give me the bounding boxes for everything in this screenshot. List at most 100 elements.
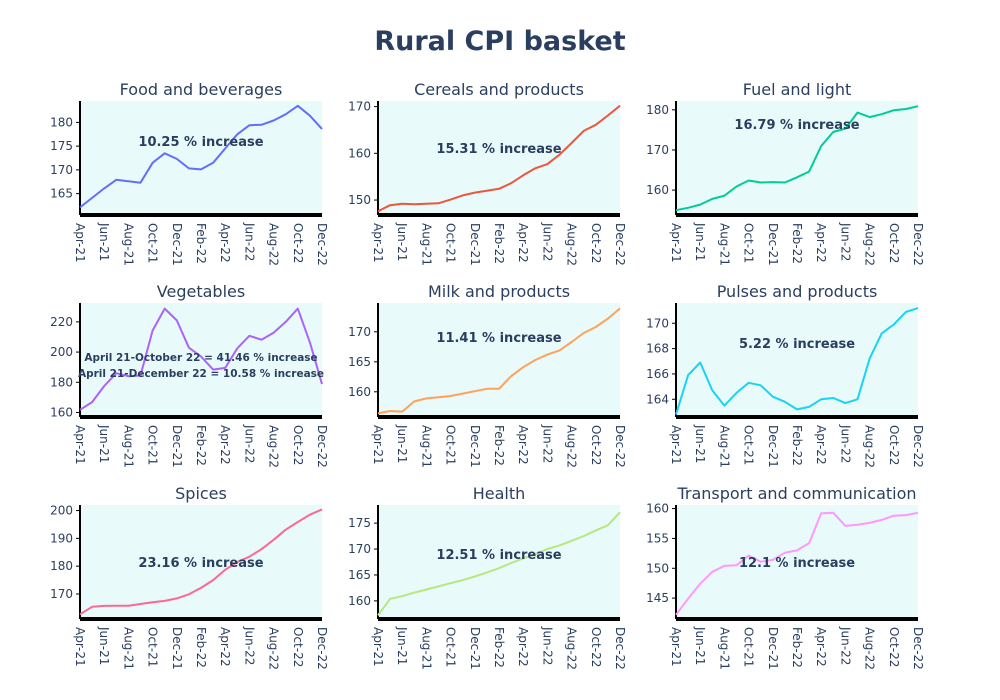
data-point xyxy=(176,158,178,160)
data-point xyxy=(377,614,379,616)
plot-area xyxy=(378,101,620,215)
data-point xyxy=(212,162,214,164)
x-tick-label: Feb-22 xyxy=(194,425,208,466)
x-tick-label: Jun-21 xyxy=(693,222,707,261)
plot-area xyxy=(676,101,918,215)
data-point xyxy=(905,108,907,110)
x-tick-label: Oct-21 xyxy=(444,627,458,667)
data-point xyxy=(486,571,488,573)
x-tick-label: Aug-22 xyxy=(565,223,579,266)
data-point xyxy=(389,598,391,600)
x-tick-label: Dec-22 xyxy=(315,223,329,266)
figure-title: Rural CPI basket xyxy=(374,26,625,57)
x-tick-label: Jun-22 xyxy=(838,626,852,665)
x-tick-label: Dec-21 xyxy=(766,223,780,266)
data-point xyxy=(857,112,859,114)
y-tick-label: 200 xyxy=(50,345,73,359)
x-tick-label: Dec-21 xyxy=(170,223,184,266)
data-point xyxy=(309,115,311,117)
data-point xyxy=(103,605,105,607)
y-tick-label: 190 xyxy=(50,531,73,545)
data-point xyxy=(619,511,621,513)
data-point xyxy=(595,529,597,531)
data-point xyxy=(607,524,609,526)
data-point xyxy=(176,597,178,599)
data-point xyxy=(711,571,713,573)
x-tick-label: Oct-21 xyxy=(146,223,160,263)
data-point xyxy=(140,603,142,605)
data-point xyxy=(784,552,786,554)
data-point xyxy=(699,583,701,585)
data-point xyxy=(425,203,427,205)
annotation: April 21-December 22 = 10.58 % increase xyxy=(78,368,324,380)
x-tick-label: Aug-22 xyxy=(267,425,281,468)
x-tick-label: Aug-22 xyxy=(863,425,877,468)
data-point xyxy=(607,318,609,320)
x-tick-label: Oct-22 xyxy=(887,627,901,667)
data-point xyxy=(273,332,275,334)
data-point xyxy=(869,358,871,360)
series-line-spices xyxy=(79,508,323,616)
subplot-vegetables: Vegetables 160 180 200 220 Apr-21 Jun-21 Aug-21… xyxy=(50,282,329,468)
x-tick-label: Apr-22 xyxy=(218,425,232,465)
subplot-spices: Spices 170 180 190 200 Apr-21 Jun-21 Aug-21 Oct-… xyxy=(50,484,329,670)
y-tick-label: 160 xyxy=(348,146,371,160)
data-point xyxy=(450,582,452,584)
data-point xyxy=(699,362,701,364)
data-point xyxy=(91,401,93,403)
data-point xyxy=(474,192,476,194)
y-tick-label: 166 xyxy=(646,367,669,381)
y-tick-label: 160 xyxy=(646,502,669,516)
data-point xyxy=(687,598,689,600)
y-tick-label: 155 xyxy=(646,531,669,545)
data-point xyxy=(619,307,621,309)
x-tick-label: Dec-22 xyxy=(613,425,627,468)
y-tick-label: 168 xyxy=(646,342,669,356)
x-tick-label: Feb-22 xyxy=(194,223,208,264)
x-tick-label: Oct-22 xyxy=(291,627,305,667)
data-point xyxy=(881,113,883,115)
subplot-title: Milk and products xyxy=(428,282,570,301)
x-tick-label: Aug-22 xyxy=(565,627,579,670)
data-point xyxy=(285,113,287,115)
x-tick-label: Dec-21 xyxy=(766,425,780,468)
data-point xyxy=(474,576,476,578)
annotation: 5.22 % increase xyxy=(739,337,855,352)
annotation: 16.79 % increase xyxy=(734,118,859,133)
data-point xyxy=(534,359,536,361)
data-point xyxy=(200,168,202,170)
x-tick-label: Oct-21 xyxy=(742,627,756,667)
data-point xyxy=(559,349,561,351)
data-point xyxy=(893,324,895,326)
data-point xyxy=(297,521,299,523)
data-point xyxy=(583,535,585,537)
x-tick-label: Oct-22 xyxy=(291,223,305,263)
x-tick-label: Oct-22 xyxy=(589,425,603,465)
data-point xyxy=(164,600,166,602)
x-tick-label: Apr-22 xyxy=(516,223,530,263)
x-tick-label: Oct-21 xyxy=(742,223,756,263)
data-point xyxy=(401,411,403,413)
data-point xyxy=(285,321,287,323)
data-point xyxy=(103,187,105,189)
x-tick-label: Apr-22 xyxy=(218,627,232,667)
series-line-fuel-and-light xyxy=(675,105,919,212)
data-point xyxy=(450,199,452,201)
data-point xyxy=(164,152,166,154)
data-point xyxy=(486,388,488,390)
data-point xyxy=(164,308,166,310)
data-point xyxy=(736,186,738,188)
data-point xyxy=(881,519,883,521)
data-point xyxy=(438,585,440,587)
annotation: 11.41 % increase xyxy=(436,331,561,346)
data-point xyxy=(772,181,774,183)
data-point xyxy=(510,375,512,377)
x-tick-label: Jun-22 xyxy=(540,626,554,665)
x-tick-label: Feb-22 xyxy=(790,627,804,668)
data-point xyxy=(321,383,323,385)
x-tick-label: Apr-22 xyxy=(814,627,828,667)
series-line-food-and-beverages xyxy=(79,104,323,209)
x-tick-label: Aug-21 xyxy=(419,627,433,670)
data-point xyxy=(401,203,403,205)
